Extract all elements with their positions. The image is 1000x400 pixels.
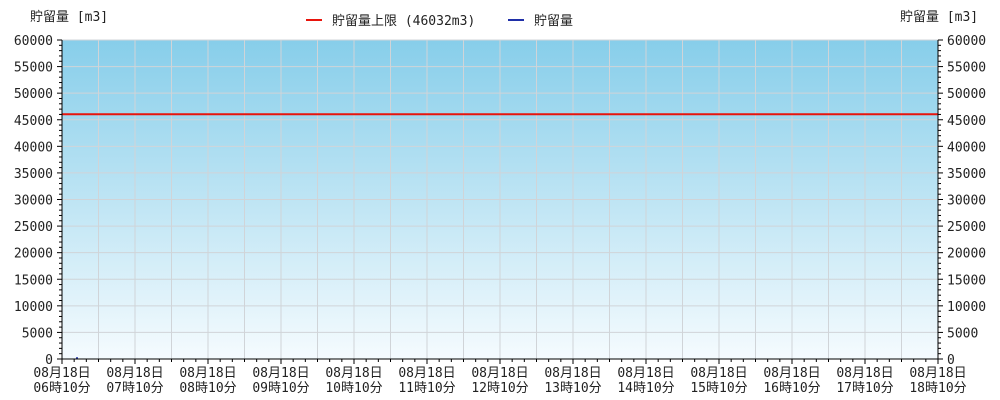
x-tick-label-date: 08月18日: [763, 366, 820, 381]
x-tick-label-date: 08月18日: [544, 366, 601, 381]
x-tick-label-date: 08月18日: [179, 366, 236, 381]
x-tick-label-date: 08月18日: [252, 366, 309, 381]
x-tick-label-date: 08月18日: [617, 366, 674, 381]
y-tick-label-right: 20000: [947, 247, 986, 262]
y-tick-label-right: 15000: [947, 273, 986, 288]
x-tick-label-time: 12時10分: [471, 381, 528, 396]
y-tick-label-left: 40000: [14, 140, 53, 155]
y-tick-label-left: 60000: [14, 34, 53, 49]
x-axis: 08月18日06時10分08月18日07時10分08月18日08時10分08月1…: [33, 359, 967, 396]
x-tick-label-time: 13時10分: [544, 381, 601, 396]
y-tick-label-right: 60000: [947, 34, 986, 49]
legend-label-storage: 貯留量: [534, 14, 573, 29]
x-tick-label-date: 08月18日: [106, 366, 163, 381]
legend-label-limit: 貯留量上限 (46032m3): [332, 14, 475, 29]
x-tick-label-date: 08月18日: [325, 366, 382, 381]
x-tick-label-date: 08月18日: [33, 366, 90, 381]
x-tick-label-time: 17時10分: [836, 381, 893, 396]
x-tick-label-date: 08月18日: [471, 366, 528, 381]
x-tick-label-time: 18時10分: [909, 381, 966, 396]
y-tick-label-right: 50000: [947, 87, 986, 102]
x-tick-label-time: 15時10分: [690, 381, 747, 396]
y-tick-label-right: 25000: [947, 220, 986, 235]
y-tick-label-right: 55000: [947, 61, 986, 76]
legend: 貯留量上限 (46032m3) 貯留量: [306, 14, 573, 29]
x-tick-label-date: 08月18日: [398, 366, 455, 381]
y-tick-label-right: 45000: [947, 114, 986, 129]
y-tick-label-left: 55000: [14, 61, 53, 76]
x-tick-label-time: 10時10分: [325, 381, 382, 396]
y-tick-label-right: 35000: [947, 167, 986, 182]
y-axis-label-right: 貯留量 [m3]: [900, 10, 978, 25]
y-axis-label-left: 貯留量 [m3]: [30, 10, 108, 25]
y-tick-label-left: 10000: [14, 300, 53, 315]
y-tick-label-left: 25000: [14, 220, 53, 235]
y-tick-label-left: 50000: [14, 87, 53, 102]
y-tick-label-left: 15000: [14, 273, 53, 288]
y-tick-label-left: 35000: [14, 167, 53, 182]
x-tick-label-time: 11時10分: [398, 381, 455, 396]
x-tick-label-date: 08月18日: [690, 366, 747, 381]
y-tick-label-left: 0: [45, 353, 53, 368]
y-tick-label-right: 5000: [947, 326, 978, 341]
y-tick-label-right: 0: [947, 353, 955, 368]
x-tick-label-time: 16時10分: [763, 381, 820, 396]
x-tick-label-time: 14時10分: [617, 381, 674, 396]
y-tick-label-left: 5000: [22, 326, 53, 341]
x-tick-label-date: 08月18日: [909, 366, 966, 381]
x-tick-label-time: 08時10分: [179, 381, 236, 396]
y-tick-label-right: 40000: [947, 140, 986, 155]
x-tick-label-date: 08月18日: [836, 366, 893, 381]
x-tick-label-time: 06時10分: [33, 381, 90, 396]
y-axis-left: 0 5000 10000 15000 20000 25000 30000 35000 40000…: [14, 34, 62, 368]
x-tick-label-time: 09時10分: [252, 381, 309, 396]
y-tick-label-right: 10000: [947, 300, 986, 315]
y-tick-label-left: 20000: [14, 247, 53, 262]
y-axis-right: 0 5000 10000 15000 20000 25000 30000 35000 40000…: [938, 34, 986, 368]
y-tick-label-left: 30000: [14, 194, 53, 209]
y-tick-label-right: 30000: [947, 194, 986, 209]
x-tick-label-time: 07時10分: [106, 381, 163, 396]
y-tick-label-left: 45000: [14, 114, 53, 129]
